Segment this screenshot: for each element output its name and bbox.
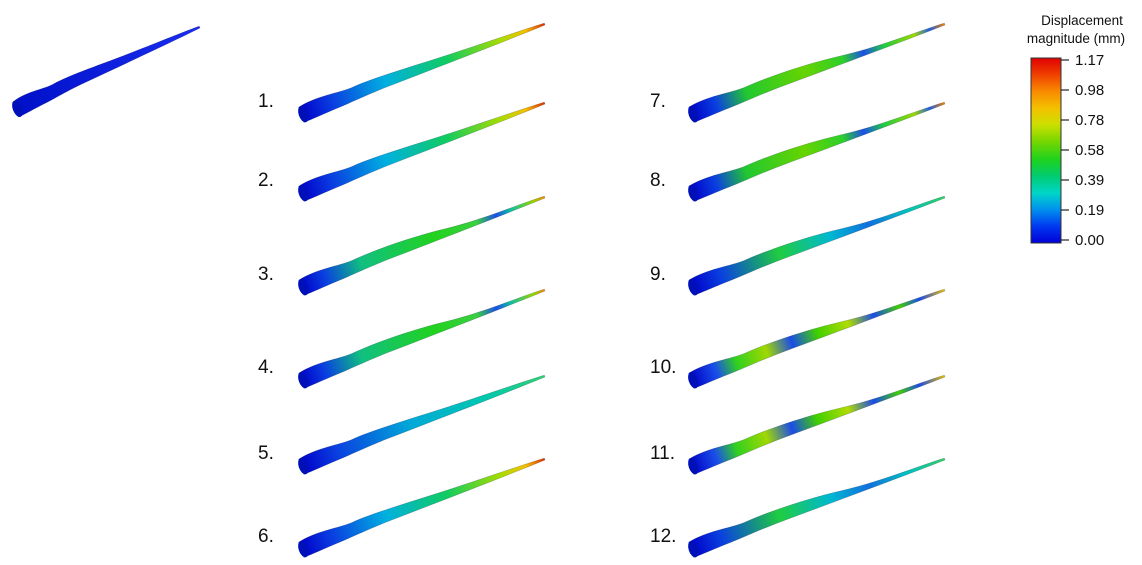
blade-undeformed: [12, 25, 201, 118]
blade-mode-shape: [688, 374, 946, 475]
blade-mode-shape: [688, 195, 946, 296]
mode-label: 7.: [650, 91, 666, 112]
legend-tick-label: 0.00: [1075, 232, 1104, 249]
blade-mode-shape: [298, 288, 546, 389]
blade-mode-shape: [688, 101, 946, 202]
legend-tick-label: 1.17: [1075, 52, 1104, 69]
legend-title-line2: magnitude (mm): [1027, 31, 1125, 46]
blade-mode-shape: [298, 195, 546, 296]
color-legend: Displacement magnitude (mm) 1.17 0.98 0.78…: [1027, 13, 1125, 249]
mode-label: 10.: [650, 357, 676, 378]
mode-labels-layer: 1. 2. 3. 4. 5. 6. 7. 8. 9. 10. 11. 12.: [258, 91, 676, 547]
blade-mode-shape: [298, 457, 546, 558]
legend-tick-label: 0.39: [1075, 172, 1104, 189]
blade-mode-shape: [298, 374, 546, 475]
legend-tick-label: 0.78: [1075, 112, 1104, 129]
blade-mode-shape: [298, 101, 546, 202]
mode-label: 8.: [650, 170, 666, 191]
legend-tick-label: 0.58: [1075, 142, 1104, 159]
legend-tick-label: 0.98: [1075, 82, 1104, 99]
legend-color-bar: [1030, 57, 1062, 244]
legend-ticks: 1.17 0.98 0.78 0.58 0.39 0.19 0.00: [1061, 52, 1104, 249]
mode-label: 11.: [650, 443, 675, 464]
mode-label: 4.: [258, 357, 274, 378]
mode-label: 12.: [650, 526, 676, 547]
legend-title-line1: Displacement: [1041, 13, 1123, 28]
mode-label: 9.: [650, 264, 666, 285]
blades-layer: [12, 22, 946, 558]
blade-mode-shape: [688, 288, 946, 389]
legend-tick-label: 0.19: [1075, 202, 1104, 219]
blade-mode-shape: [298, 22, 546, 123]
mode-label: 2.: [258, 170, 274, 191]
mode-label: 6.: [258, 526, 274, 547]
mode-label: 1.: [258, 91, 274, 112]
mode-label: 3.: [258, 264, 274, 285]
blade-mode-shape: [688, 22, 946, 123]
mode-label: 5.: [258, 443, 274, 464]
blade-mode-shape: [688, 457, 946, 558]
